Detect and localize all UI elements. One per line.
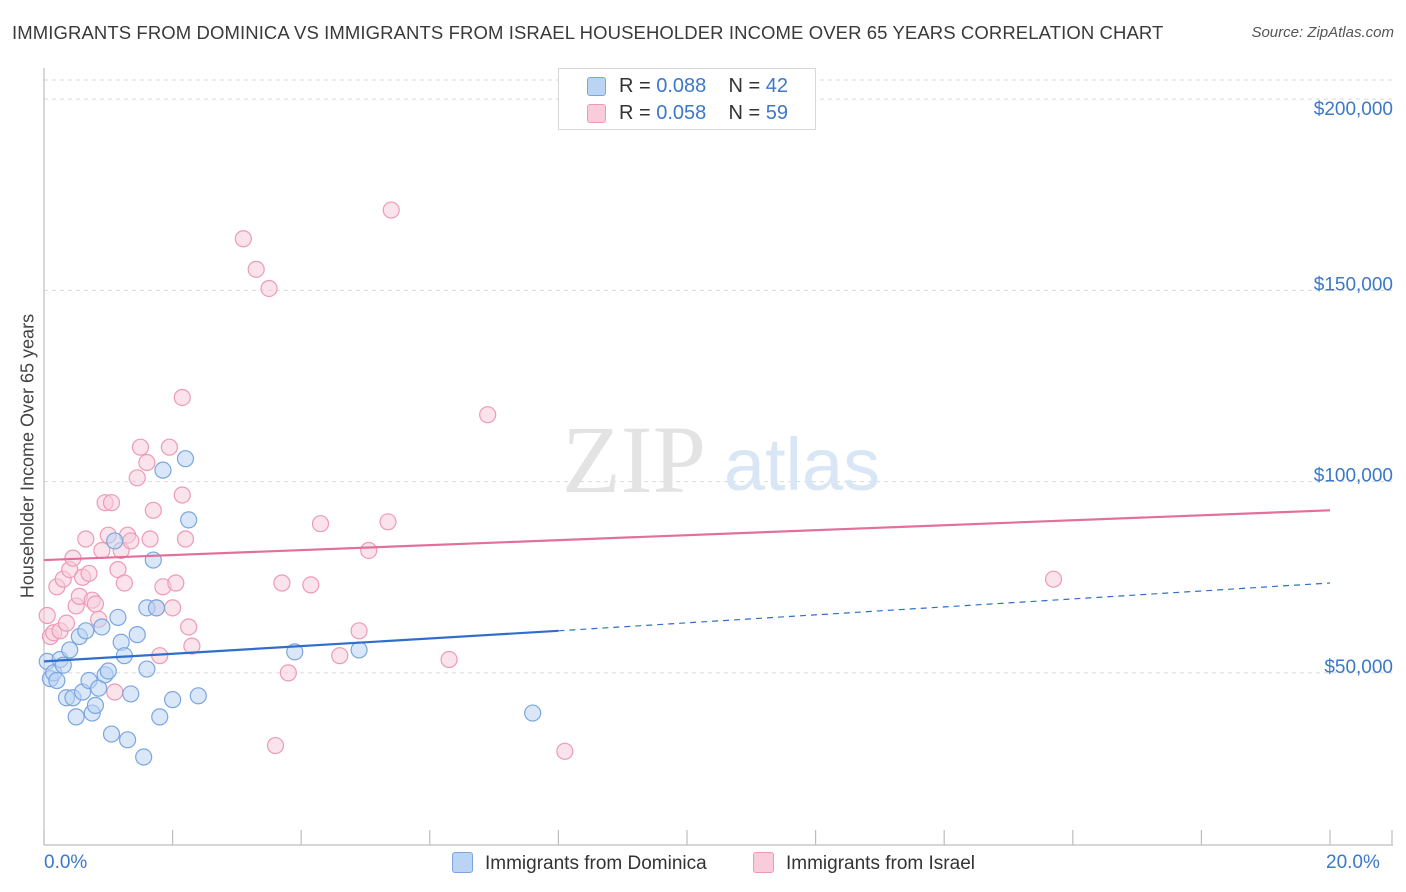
watermark-zip: ZIP [562,406,706,513]
y-tick-labels: $50,000 $100,000 $150,000 $200,000 [1314,99,1393,678]
israel-point-27 [128,469,146,487]
dominica-point-35 [164,691,182,709]
dominica-point-3 [48,671,66,690]
bottom-legend-swatch-israel [753,852,774,873]
israel-point-44 [247,260,265,278]
israel-point-39 [176,530,195,548]
legend-swatch-israel [587,104,606,123]
dominica-point-40 [350,641,368,659]
dominica-point-27 [128,626,146,644]
watermark: ZIP atlas [562,406,880,513]
israel-point-57 [479,406,497,424]
source-label: Source: ZipAtlas.com [1251,24,1394,41]
dominica-point-33 [151,708,169,726]
y-axis-title: Householder Income Over 65 years [17,313,38,599]
y-tick-label-100000: $100,000 [1314,466,1393,487]
dominica-point-19 [99,662,117,680]
israel-point-45 [260,279,278,298]
dominica-point-34 [154,461,172,479]
israel-point-48 [279,664,297,682]
israel-point-37 [167,574,185,592]
dominica-point-7 [61,641,79,659]
israel-point-21 [106,683,124,701]
israel-point-59 [1044,570,1063,588]
dominica-point-37 [180,511,198,529]
israel-point-40 [180,618,198,636]
israel-point-24 [115,574,133,592]
dominica-point-26 [122,685,140,703]
israel-point-36 [164,599,182,617]
dominica-point-41 [524,704,542,722]
legend-r-israel: 0.058 [656,102,707,124]
israel-point-6 [57,614,76,632]
israel-point-58 [556,742,574,760]
trend-line-dominica [43,629,559,663]
x-axis-min-label: 0.0% [44,852,88,873]
israel-point-0 [38,606,56,625]
legend-r-dominica: 0.088 [656,75,707,97]
y-tick-label-50000: $50,000 [1324,657,1393,678]
israel-point-49 [302,576,320,594]
dominica-point-36 [176,450,195,468]
legend: R = 0.088 N = 42 R = 0.058 N = 59 [558,68,816,130]
israel-point-46 [266,736,285,755]
dominica-point-38 [189,687,207,705]
israel-point-26 [122,532,140,550]
israel-point-12 [77,530,95,548]
dominica-point-17 [93,618,111,636]
israel-point-41 [183,637,201,655]
dominica-point-28 [135,748,153,766]
israel-point-15 [86,595,105,613]
israel-point-55 [382,201,400,219]
y-tick-label-200000: $200,000 [1314,99,1393,120]
dominica-point-12 [77,622,95,640]
israel-point-43 [234,230,252,248]
israel-point-38 [173,486,191,504]
israel-point-52 [350,622,368,640]
dominica-point-21 [106,532,124,550]
trend-line-israel [43,509,1331,562]
israel-point-31 [144,501,162,519]
bottom-legend-dominica: Immigrants from Dominica [452,852,707,875]
bottom-legend-swatch-dominica [452,852,473,873]
trend-line-dominica-extrapolated [558,582,1331,632]
series-israel [38,201,1063,760]
israel-point-29 [138,453,156,472]
israel-point-47 [273,574,291,592]
dominica-point-29 [138,660,156,678]
israel-point-51 [331,647,349,665]
israel-point-20 [102,494,121,512]
israel-point-53 [360,541,378,560]
israel-point-30 [141,530,159,548]
legend-swatch-dominica [587,77,606,96]
dominica-point-30 [144,551,162,569]
axes [43,68,1393,846]
israel-point-28 [131,438,150,456]
israel-point-56 [440,650,458,669]
bottom-legend-israel: Immigrants from Israel [753,852,975,875]
grid-lines [44,79,1395,674]
israel-point-54 [379,513,397,531]
dominica-point-20 [102,725,121,743]
x-axis-max-label: 20.0% [1326,852,1380,873]
israel-point-50 [311,515,330,533]
y-tick-label-150000: $150,000 [1314,274,1393,295]
dominica-point-22 [109,608,127,627]
israel-point-35 [160,438,178,456]
israel-point-42 [173,388,191,407]
legend-n-israel: 59 [765,102,789,124]
legend-n-dominica: 42 [765,75,789,97]
israel-point-13 [80,564,98,583]
chart-title: IMMIGRANTS FROM DOMINICA VS IMMIGRANTS F… [12,22,1164,43]
dominica-point-39 [286,643,304,661]
trend-lines [43,509,1331,663]
dominica-point-32 [147,599,166,617]
dominica-point-9 [67,708,85,726]
watermark-atlas: atlas [724,423,880,506]
dominica-point-15 [86,696,105,714]
dominica-point-25 [118,731,137,749]
